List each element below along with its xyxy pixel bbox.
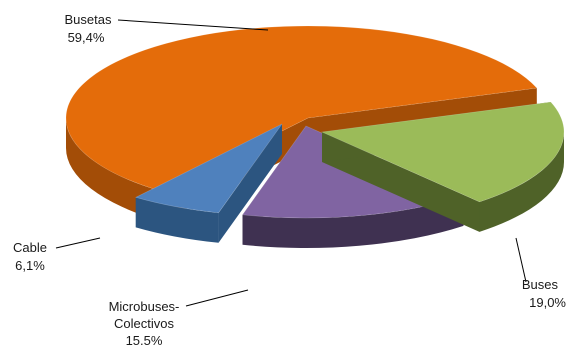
slice-label-cable: Cable: [13, 240, 47, 255]
svg-text:Buses: Buses: [522, 277, 559, 292]
leader-busetas: [117, 19, 269, 31]
svg-text:59,4%: 59,4%: [68, 30, 105, 45]
slice-value-cable: 6,1%: [15, 258, 45, 273]
leader-buses: [515, 237, 527, 283]
svg-text:Colectivos: Colectivos: [114, 316, 174, 331]
slice-buses: [320, 101, 565, 232]
slice-label-microbuses-line2: Colectivos: [114, 316, 174, 331]
slice-label-microbuses-line1: Microbuses-: [109, 299, 180, 314]
slice-side-microbuses-colectivos: [242, 195, 464, 248]
svg-text:19,0%: 19,0%: [529, 295, 566, 310]
slice-edge-buses: [322, 132, 480, 232]
svg-text:Busetas: Busetas: [65, 12, 112, 27]
pie-slices: [65, 25, 565, 248]
slice-side-cable: [135, 197, 219, 243]
leader-cable: [55, 237, 101, 249]
svg-text:Cable: Cable: [13, 240, 47, 255]
slice-label-buses: Buses: [522, 277, 559, 292]
slice-edge-cable: [218, 124, 282, 243]
slice-top-busetas: [65, 25, 538, 192]
leader-lines: [55, 19, 527, 307]
svg-text:15.5%: 15.5%: [126, 333, 163, 348]
slice-side-busetas: [65, 118, 162, 222]
slice-cable: [135, 123, 283, 243]
slice-value-buses: 19,0%: [529, 295, 566, 310]
svg-text:Microbuses-: Microbuses-: [109, 299, 180, 314]
slice-value-busetas: 59,4%: [68, 30, 105, 45]
slice-side-buses: [479, 132, 564, 232]
slice-top-cable: [135, 123, 283, 214]
slice-value-microbuses: 15.5%: [126, 333, 163, 348]
slice-label-busetas: Busetas: [65, 12, 112, 27]
leader-microbuses: [185, 289, 249, 307]
svg-text:6,1%: 6,1%: [15, 258, 45, 273]
slice-top-buses: [320, 101, 565, 203]
